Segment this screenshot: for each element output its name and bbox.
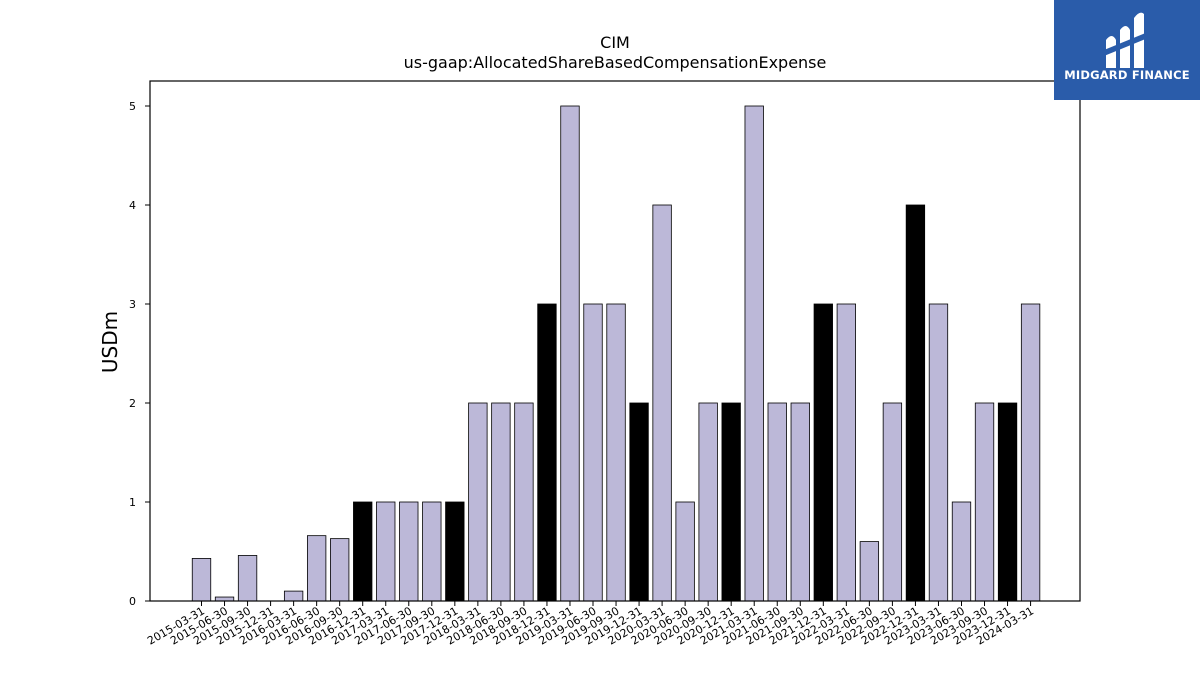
bar-2021-09-30 <box>790 402 810 602</box>
bar-2022-09-30 <box>882 402 903 602</box>
bar-2016-12-31 <box>353 501 373 602</box>
bar-2020-06-30 <box>675 501 695 602</box>
bar-2017-03-31 <box>376 501 396 602</box>
y-tick-label: 2 <box>129 397 136 410</box>
bar-2019-12-31 <box>629 402 649 602</box>
bar-2023-12-31 <box>997 402 1018 602</box>
bar-2017-12-31 <box>445 501 465 602</box>
bar-2021-06-30 <box>767 402 787 602</box>
bar-2019-09-30 <box>606 303 626 602</box>
bar-2020-03-31 <box>652 204 672 602</box>
bar-2016-03-31 <box>283 590 304 602</box>
brand-name: MIDGARD FINANCE <box>1064 68 1190 82</box>
bar-2019-03-31 <box>560 105 580 602</box>
bar-2023-03-31 <box>928 303 949 602</box>
x-axis: 2015-03-312015-06-302015-09-302015-12-31… <box>145 601 1036 648</box>
bar-2024-03-31 <box>1020 303 1041 602</box>
y-tick-label: 4 <box>129 199 136 212</box>
bar-2016-09-30 <box>330 538 350 602</box>
bar-2022-12-31 <box>905 204 926 602</box>
bar-2018-06-30 <box>491 402 511 602</box>
y-axis-label: USDm <box>98 311 122 373</box>
bar-2015-09-30 <box>237 555 258 602</box>
bar-2019-06-30 <box>583 303 603 602</box>
plot-frame <box>149 80 1081 602</box>
bar-2015-03-31 <box>191 558 212 602</box>
bar-2018-03-31 <box>468 402 488 602</box>
bar-2023-06-30 <box>951 501 972 602</box>
bar-2021-03-31 <box>744 105 764 602</box>
bar-2017-09-30 <box>422 501 442 602</box>
bar-2023-09-30 <box>974 402 995 602</box>
y-tick-label: 3 <box>129 298 136 311</box>
bar-2020-12-31 <box>721 402 741 602</box>
bar-2020-09-30 <box>698 402 718 602</box>
midgard-logo-icon <box>1104 12 1148 69</box>
y-tick-label: 5 <box>129 100 136 113</box>
bar-series <box>191 105 1041 602</box>
bar-2022-03-31 <box>836 303 856 602</box>
bar-2022-06-30 <box>859 541 880 602</box>
bar-2018-12-31 <box>537 303 557 602</box>
y-axis: 0 1 2 3 4 5 <box>129 100 150 608</box>
chart-subtitle: us-gaap:AllocatedShareBasedCompensationE… <box>404 53 827 72</box>
bar-2018-09-30 <box>514 402 534 602</box>
brand-logo: MIDGARD FINANCE <box>1054 0 1200 100</box>
bar-2021-12-31 <box>813 303 833 602</box>
chart-title: CIM <box>600 33 630 52</box>
y-tick-label: 1 <box>129 496 136 509</box>
bar-2017-06-30 <box>399 501 419 602</box>
y-tick-label: 0 <box>129 595 136 608</box>
bar-2016-06-30 <box>306 535 327 602</box>
